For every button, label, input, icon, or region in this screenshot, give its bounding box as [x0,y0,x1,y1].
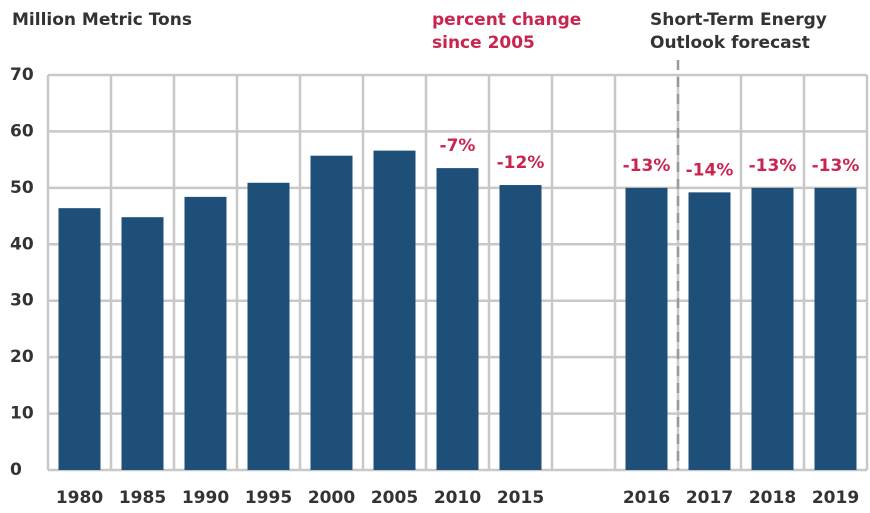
x-tick-label: 2015 [497,488,544,508]
y-tick-label: 50 [10,178,34,198]
annotation: since 2005 [432,33,535,53]
x-tick-label: 1985 [119,488,166,508]
y-tick-label: 40 [10,234,34,254]
bar [310,155,353,470]
y-axis-label: Million Metric Tons [12,10,192,30]
bar [751,187,794,470]
bar [121,217,164,470]
x-tick-label: 2010 [434,488,481,508]
y-tick-label: 60 [10,121,34,141]
x-tick-label: 1995 [245,488,292,508]
x-tick-label: 2016 [623,488,670,508]
percent-change-label: -14% [686,160,734,180]
y-tick-label: 30 [10,291,34,311]
annotation: Outlook forecast [650,33,810,53]
annotation: Short-Term Energy [650,10,827,30]
bar [436,168,479,470]
y-tick-label: 10 [10,404,34,424]
bar [688,192,731,470]
x-tick-label: 2000 [308,488,355,508]
bar [247,182,290,470]
bar [373,150,416,470]
bar [625,187,668,470]
y-tick-label: 20 [10,347,34,367]
y-tick-label: 0 [10,460,22,480]
x-tick-label: 2019 [812,488,859,508]
x-tick-label: 1980 [56,488,103,508]
percent-change-label: -13% [749,156,797,176]
bar [499,185,542,471]
y-tick-label: 70 [10,65,34,85]
bar [814,187,857,470]
x-tick-label: 2005 [371,488,418,508]
x-tick-label: 2018 [749,488,796,508]
x-tick-label: 2017 [686,488,733,508]
percent-change-label: -7% [440,136,476,156]
percent-change-label: -13% [623,156,671,176]
x-tick-label: 1990 [182,488,229,508]
annotation: percent change [432,10,581,30]
percent-change-label: -13% [812,156,860,176]
bar [184,196,227,470]
percent-change-label: -12% [497,153,545,173]
bar [58,208,101,470]
